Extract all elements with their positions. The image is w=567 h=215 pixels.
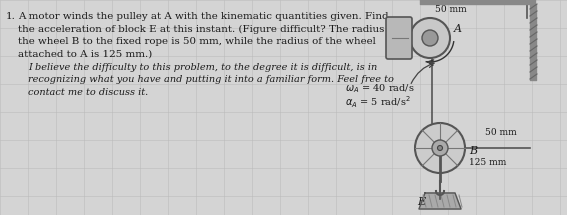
Text: E: E: [417, 197, 425, 207]
Text: I believe the difficulty to this problem, to the degree it is difficult, is in: I believe the difficulty to this problem…: [28, 63, 377, 72]
Text: $\alpha_A$ = 5 rad/s$^2$: $\alpha_A$ = 5 rad/s$^2$: [345, 94, 411, 110]
Text: 125 mm: 125 mm: [469, 158, 506, 167]
Text: 1.: 1.: [6, 12, 16, 21]
Circle shape: [410, 18, 450, 58]
Text: recognizing what you have and putting it into a familiar form. Feel free to: recognizing what you have and putting it…: [28, 75, 394, 84]
Circle shape: [415, 123, 465, 173]
Polygon shape: [419, 193, 461, 209]
Text: the wheel B to the fixed rope is 50 mm, while the radius of the wheel: the wheel B to the fixed rope is 50 mm, …: [18, 37, 376, 46]
Circle shape: [422, 30, 438, 46]
Circle shape: [438, 146, 442, 150]
Text: attached to A is 125 mm.): attached to A is 125 mm.): [18, 49, 153, 58]
Circle shape: [432, 140, 448, 156]
Text: $\omega_A$ = 40 rad/s: $\omega_A$ = 40 rad/s: [345, 82, 414, 95]
Text: the acceleration of block E at this instant. (Figure difficult? The radius of: the acceleration of block E at this inst…: [18, 25, 397, 34]
Text: B: B: [469, 146, 477, 156]
Text: contact me to discuss it.: contact me to discuss it.: [28, 88, 148, 97]
Text: A: A: [454, 24, 462, 34]
Text: 50 mm: 50 mm: [435, 5, 467, 14]
Text: A motor winds the pulley at A with the kinematic quantities given. Find: A motor winds the pulley at A with the k…: [18, 12, 388, 21]
FancyBboxPatch shape: [386, 17, 412, 59]
Text: 50 mm: 50 mm: [485, 128, 517, 137]
